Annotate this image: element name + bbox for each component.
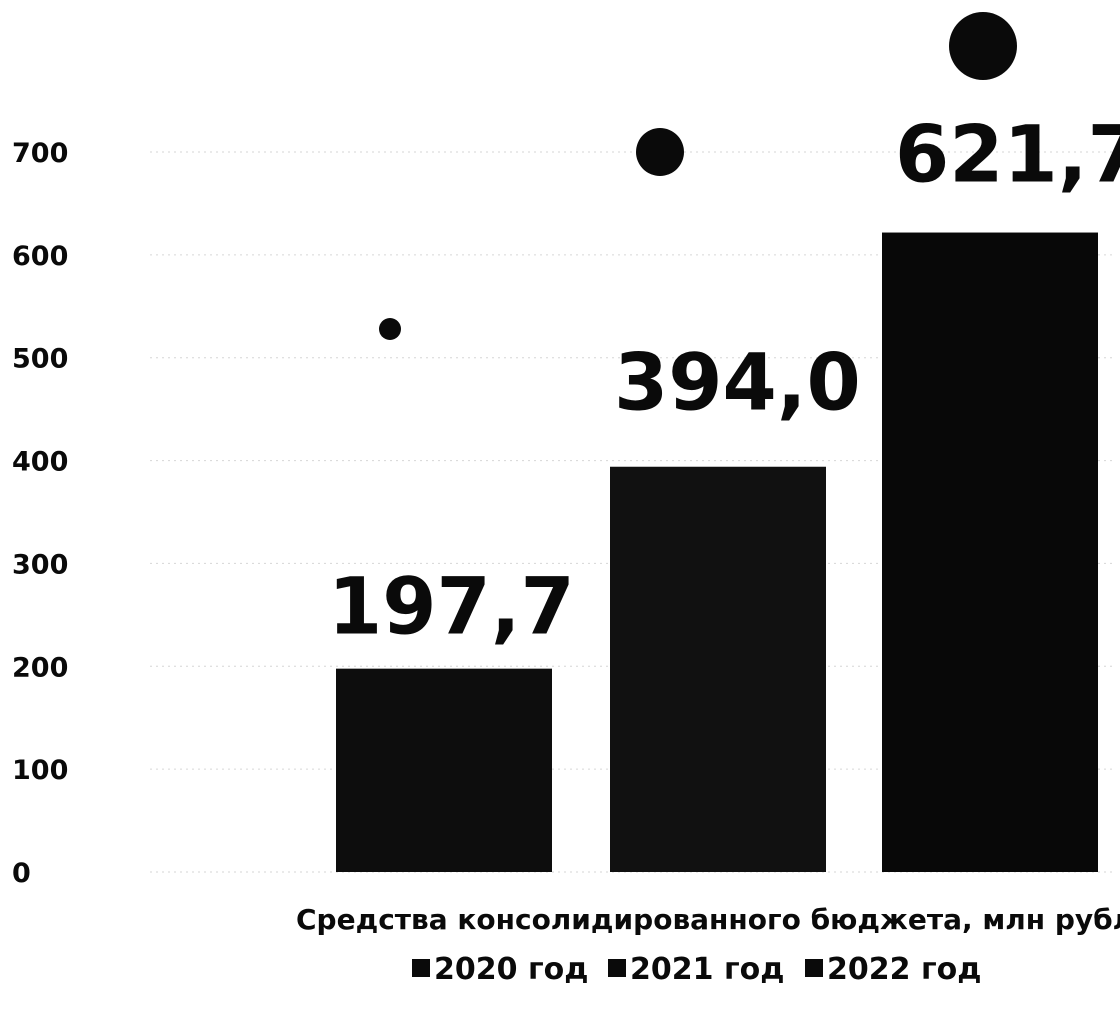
y-tick-label-500: 500 xyxy=(12,344,68,375)
legend-swatch-2021-год xyxy=(608,959,626,977)
bar-2021-год xyxy=(610,466,826,872)
bar-2022-год xyxy=(882,232,1098,873)
y-tick-label-400: 400 xyxy=(12,447,68,478)
y-axis-tick-labels: 0 100 200 300 400 500 600 700 xyxy=(12,138,68,889)
data-label-2021-год: 394,0 xyxy=(614,339,861,429)
y-tick-label-0: 0 xyxy=(12,858,31,889)
legend-swatch-2022-год xyxy=(805,959,823,977)
decorative-dot-1 xyxy=(379,318,401,340)
data-label-2022-год: 621,7 xyxy=(895,111,1120,201)
y-tick-label-200: 200 xyxy=(12,652,68,683)
decorative-dot-2 xyxy=(636,128,684,176)
bar-2020-год xyxy=(336,668,552,872)
y-tick-label-300: 300 xyxy=(12,549,68,580)
decorative-dots xyxy=(379,12,1017,340)
legend-label-2021-год: 2021 год xyxy=(630,952,784,987)
legend-label-2022-год: 2022 год xyxy=(827,952,981,987)
decorative-dot-3 xyxy=(949,12,1017,80)
y-tick-label-700: 700 xyxy=(12,138,68,169)
data-label-2020-год: 197,7 xyxy=(328,563,575,653)
legend: 2020 год 2021 год 2022 год xyxy=(412,952,981,987)
bars xyxy=(336,232,1098,873)
legend-swatch-2020-год xyxy=(412,959,430,977)
data-labels: 197,7 394,0 621,7 xyxy=(328,111,1120,653)
y-tick-label-100: 100 xyxy=(12,755,68,786)
legend-label-2020-год: 2020 год xyxy=(434,952,588,987)
x-axis-category-label: Средства консолидированного бюджета, млн… xyxy=(296,903,1120,936)
y-tick-label-600: 600 xyxy=(12,241,68,272)
